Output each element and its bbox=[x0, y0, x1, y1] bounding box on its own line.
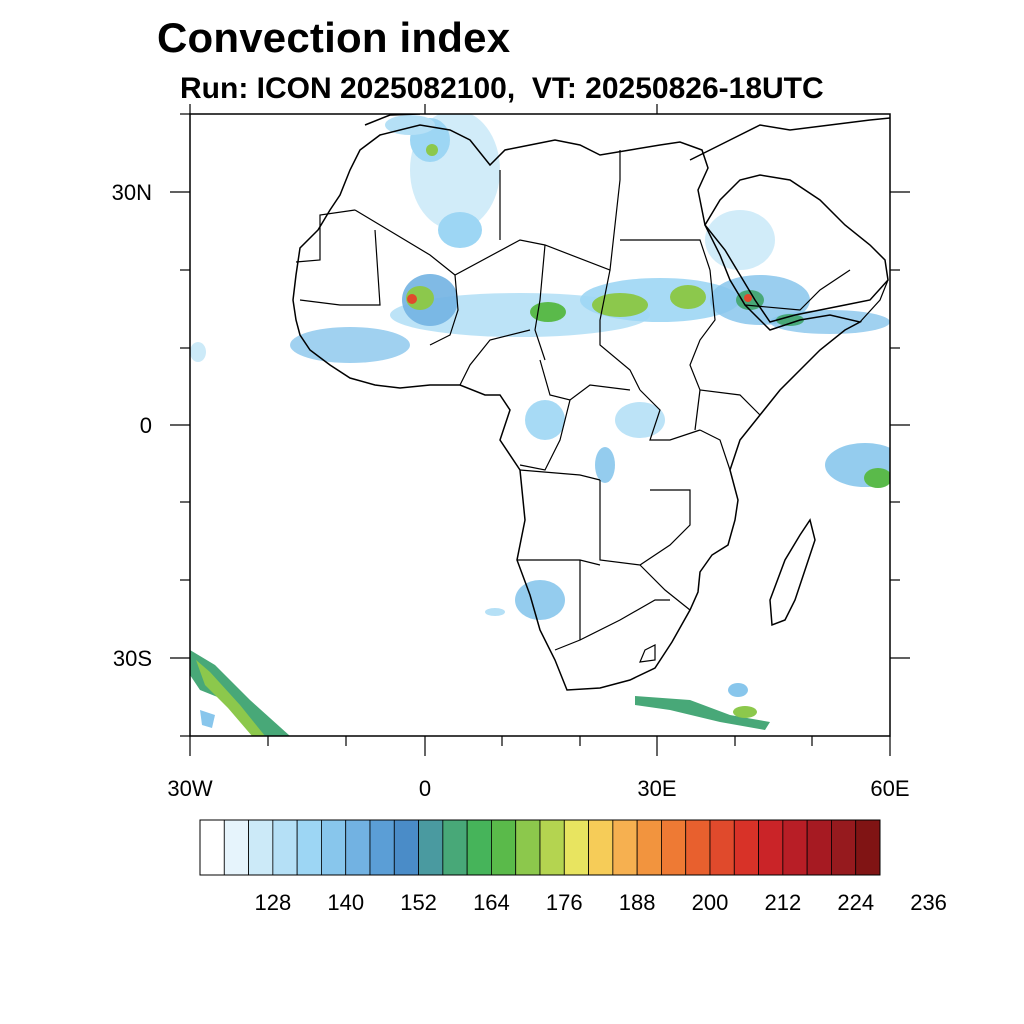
colorbar-tick-label: 152 bbox=[400, 890, 437, 915]
colorbar-swatch bbox=[563, 819, 589, 876]
lat-label-30s: 30S bbox=[112, 646, 152, 671]
lon-label-30e: 30E bbox=[637, 776, 677, 801]
colorbar-swatch bbox=[272, 819, 298, 876]
colorbar-tick-label: 140 bbox=[327, 890, 365, 915]
colorbar-swatch bbox=[296, 819, 322, 876]
colorbar-swatch bbox=[806, 819, 832, 876]
colorbar-swatch bbox=[491, 819, 517, 876]
colorbar-swatch bbox=[248, 819, 274, 876]
country-borders bbox=[295, 150, 889, 663]
colorbar-tick-label: 236 bbox=[910, 890, 947, 915]
colorbar-swatch bbox=[199, 819, 225, 876]
colorbar-swatch bbox=[636, 819, 662, 876]
colorbar-swatch bbox=[418, 819, 444, 876]
colorbar-frame bbox=[199, 819, 881, 876]
coastlines bbox=[292, 114, 890, 691]
colorbar-tick-label: 164 bbox=[473, 890, 510, 915]
colorbar-swatch bbox=[855, 819, 881, 876]
lat-label-0: 0 bbox=[139, 413, 152, 438]
colorbar-tick-label: 176 bbox=[545, 890, 583, 915]
convection-field bbox=[190, 114, 890, 736]
colorbar-swatch bbox=[466, 819, 492, 876]
colorbar-swatch bbox=[685, 819, 711, 876]
lon-label-60e: 60E bbox=[870, 776, 910, 801]
colorbar-swatch bbox=[345, 819, 371, 876]
colorbar-tick-label: 188 bbox=[618, 890, 656, 915]
colorbar-swatch bbox=[661, 819, 687, 876]
colorbar-swatch bbox=[442, 819, 468, 876]
chart-title: Convection index bbox=[157, 14, 511, 61]
colorbar-swatch bbox=[612, 819, 638, 876]
chart-subtitle: Run: ICON 2025082100, VT: 20250826-18UTC bbox=[180, 72, 824, 105]
colorbar-tick-label: 224 bbox=[837, 890, 875, 915]
colorbar-swatch bbox=[223, 819, 249, 876]
colorbar-swatch bbox=[393, 819, 419, 876]
colorbar-swatch bbox=[758, 819, 784, 876]
colorbar-swatch bbox=[515, 819, 541, 876]
colorbar bbox=[199, 819, 881, 876]
axis-ticks bbox=[170, 104, 910, 756]
lat-label-30n: 30N bbox=[111, 180, 152, 205]
colorbar-swatch bbox=[539, 819, 565, 876]
colorbar-swatch bbox=[709, 819, 735, 876]
lon-label-0: 0 bbox=[418, 776, 432, 801]
lon-label-30w: 30W bbox=[167, 776, 213, 801]
colorbar-swatch bbox=[369, 819, 395, 876]
colorbar-swatch bbox=[733, 819, 759, 876]
colorbar-tick-label: 128 bbox=[254, 890, 292, 915]
colorbar-tick-label: 212 bbox=[764, 890, 802, 915]
colorbar-swatch bbox=[588, 819, 614, 876]
colorbar-swatch bbox=[321, 819, 347, 876]
colorbar-swatch bbox=[782, 819, 808, 876]
colorbar-swatch bbox=[831, 819, 857, 876]
colorbar-tick-label: 200 bbox=[691, 890, 729, 915]
